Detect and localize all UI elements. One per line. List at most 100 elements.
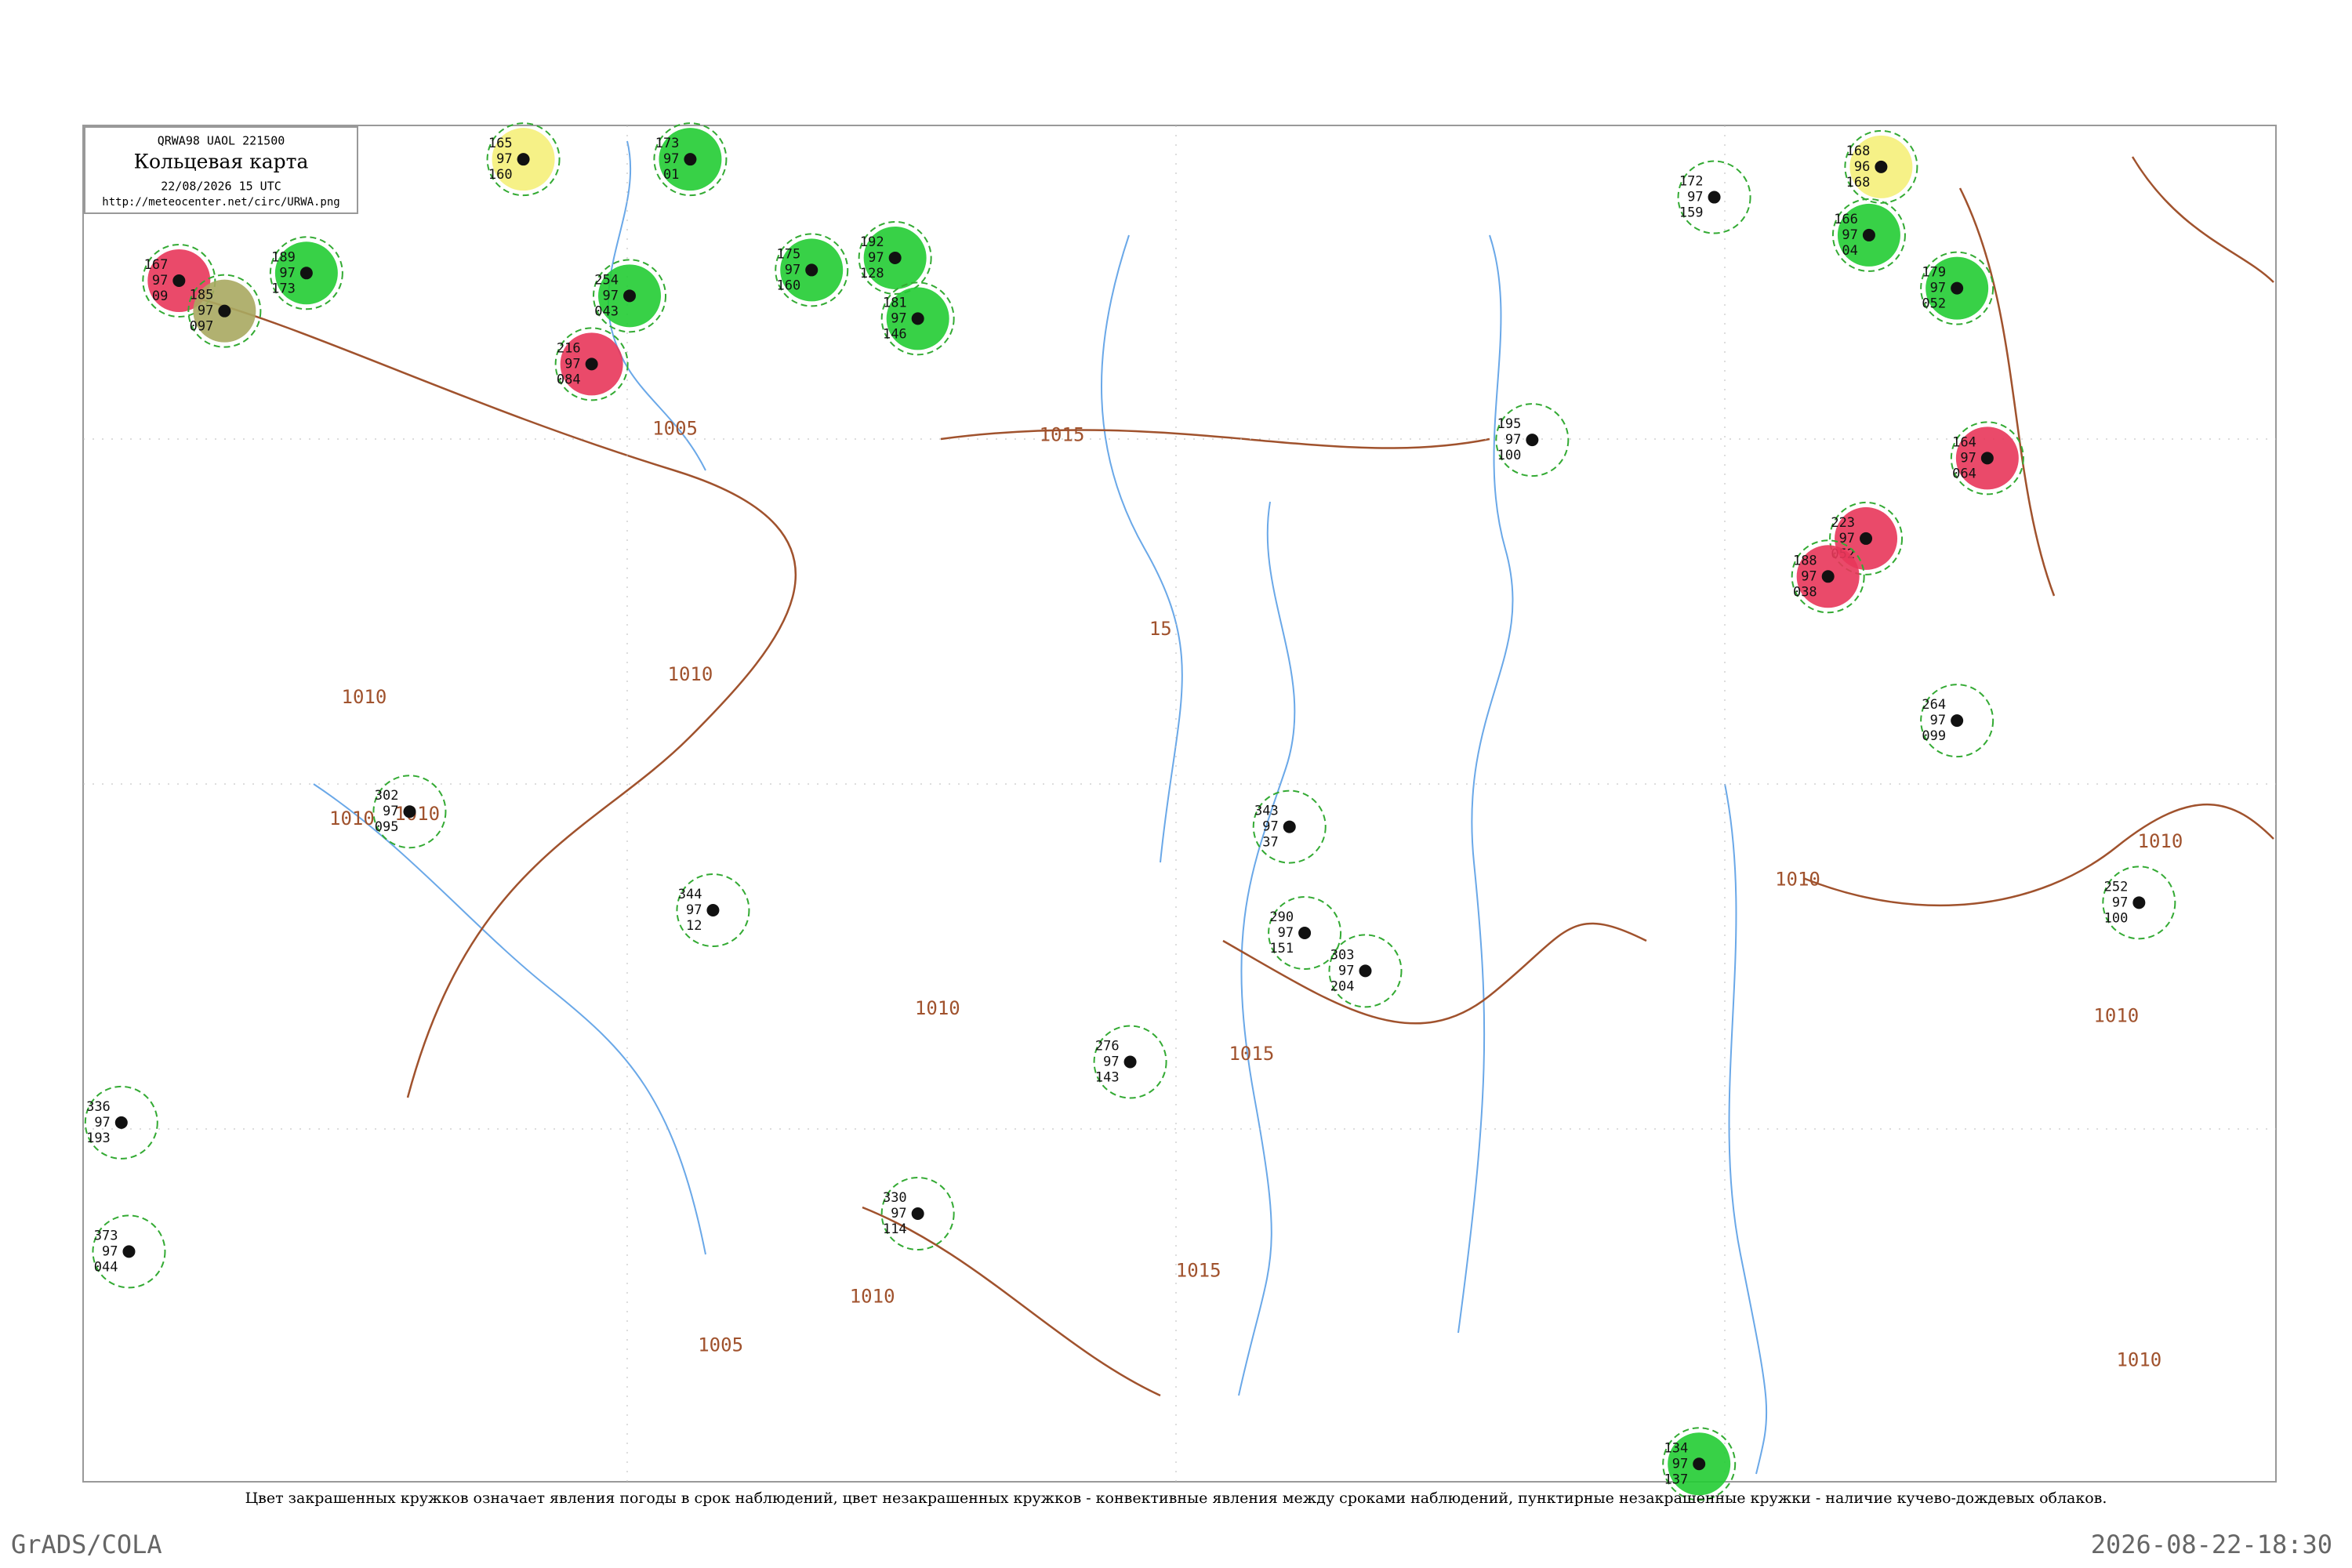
isobar-label: 1010 xyxy=(2138,830,2183,852)
cb-ring xyxy=(880,281,955,356)
station-bottom: 100 xyxy=(1497,448,1522,463)
station-top: 179 xyxy=(1922,265,1946,281)
station-mid: 97 xyxy=(1930,281,1946,296)
station-dot xyxy=(517,153,530,166)
station-dot xyxy=(1860,532,1873,545)
station-dot xyxy=(1359,964,1372,978)
station-bottom: 151 xyxy=(1269,941,1294,956)
cb-ring xyxy=(187,274,262,348)
cb-ring xyxy=(372,775,447,849)
station-mid: 97 xyxy=(785,262,800,278)
station-bottom: 137 xyxy=(1664,1472,1688,1487)
river xyxy=(313,783,706,1255)
station-top: 276 xyxy=(1095,1039,1120,1054)
station-bottom: 37 xyxy=(1262,835,1278,851)
station-mid: 97 xyxy=(686,902,702,918)
station-top: 302 xyxy=(375,788,399,804)
station-dot xyxy=(623,289,637,303)
header-url: http://meteocenter.net/circ/URWA.png xyxy=(102,196,339,209)
isobar xyxy=(1958,187,2056,597)
station-bottom: 12 xyxy=(686,918,702,934)
station-top: 175 xyxy=(777,246,801,262)
station-bottom: 04 xyxy=(1842,243,1857,259)
station-bottom: 204 xyxy=(1330,978,1355,994)
cb-ring xyxy=(142,243,216,318)
station-dot xyxy=(1951,714,1964,728)
station-mid: 96 xyxy=(1854,159,1870,175)
station-mid: 97 xyxy=(94,1115,110,1131)
cb-ring xyxy=(1328,934,1403,1008)
station-dot xyxy=(2132,896,2146,909)
station-top: 336 xyxy=(86,1099,111,1115)
cb-ring xyxy=(1268,896,1342,971)
station-dot xyxy=(122,1245,136,1258)
isobar-label: 1015 xyxy=(1040,423,1085,445)
isobars xyxy=(195,156,2274,1397)
caption: Цвет закрашенных кружков означает явлени… xyxy=(245,1490,2107,1507)
cb-ring xyxy=(1950,421,2024,495)
cb-ring xyxy=(593,259,667,333)
cb-ring xyxy=(676,873,750,947)
station-dot xyxy=(684,153,697,166)
river xyxy=(1238,501,1296,1396)
station-bottom: 114 xyxy=(883,1221,907,1237)
isobar-label: 1005 xyxy=(698,1334,743,1356)
isobar xyxy=(940,429,1490,449)
station-mid: 97 xyxy=(891,310,906,326)
station-mid: 97 xyxy=(1672,1456,1688,1472)
station-dot xyxy=(172,274,186,287)
station-mid: 97 xyxy=(1839,531,1855,546)
river xyxy=(1724,783,1768,1475)
station-top: 188 xyxy=(1793,553,1817,568)
river xyxy=(608,140,706,471)
footer-left: GrADS/COLA xyxy=(11,1530,162,1559)
station-mid: 97 xyxy=(603,288,619,303)
station-bottom: 09 xyxy=(152,289,168,304)
isobar-label: 1010 xyxy=(668,663,713,685)
isobar xyxy=(862,1206,1161,1397)
station-top: 344 xyxy=(678,887,702,902)
cb-ring xyxy=(1495,403,1570,477)
isobar xyxy=(2131,156,2274,283)
isobar-labels: 1010 1010 1010 1005 1015 1015 15 1010 1005 1010 10… xyxy=(329,418,2183,1371)
station-bottom: 052 xyxy=(1922,296,1946,312)
cb-ring xyxy=(653,122,728,197)
river xyxy=(1457,234,1514,1334)
station-top: 343 xyxy=(1254,804,1279,819)
header-box: QRWA98 UAOL 221500 Кольцевая карта 22/08… xyxy=(84,126,358,214)
isobar-label: 1010 xyxy=(1775,868,1820,890)
station-dot xyxy=(585,358,598,371)
isobar-label: 1010 xyxy=(329,808,375,829)
isobar xyxy=(1222,922,1647,1025)
station-top: 166 xyxy=(1834,212,1858,227)
station-mid: 97 xyxy=(152,273,168,289)
station-dot xyxy=(1862,228,1875,241)
station-dot xyxy=(1875,160,1888,173)
station-dot xyxy=(1298,927,1312,940)
cb-ring xyxy=(1662,1427,1737,1501)
station-mid: 97 xyxy=(496,151,512,167)
header-frame xyxy=(84,126,358,214)
station-mid: 97 xyxy=(868,250,884,266)
station-bottom: 128 xyxy=(860,266,884,281)
isobar xyxy=(195,296,797,1098)
station-mid: 97 xyxy=(1930,713,1946,728)
code-line: QRWA98 UAOL 221500 xyxy=(158,134,285,148)
station-mid: 97 xyxy=(1262,819,1278,835)
cb-ring xyxy=(554,327,629,401)
station-top: 181 xyxy=(883,295,907,310)
station-dot xyxy=(911,1207,924,1220)
station-top: 290 xyxy=(1269,909,1294,925)
station-dot xyxy=(403,805,416,818)
